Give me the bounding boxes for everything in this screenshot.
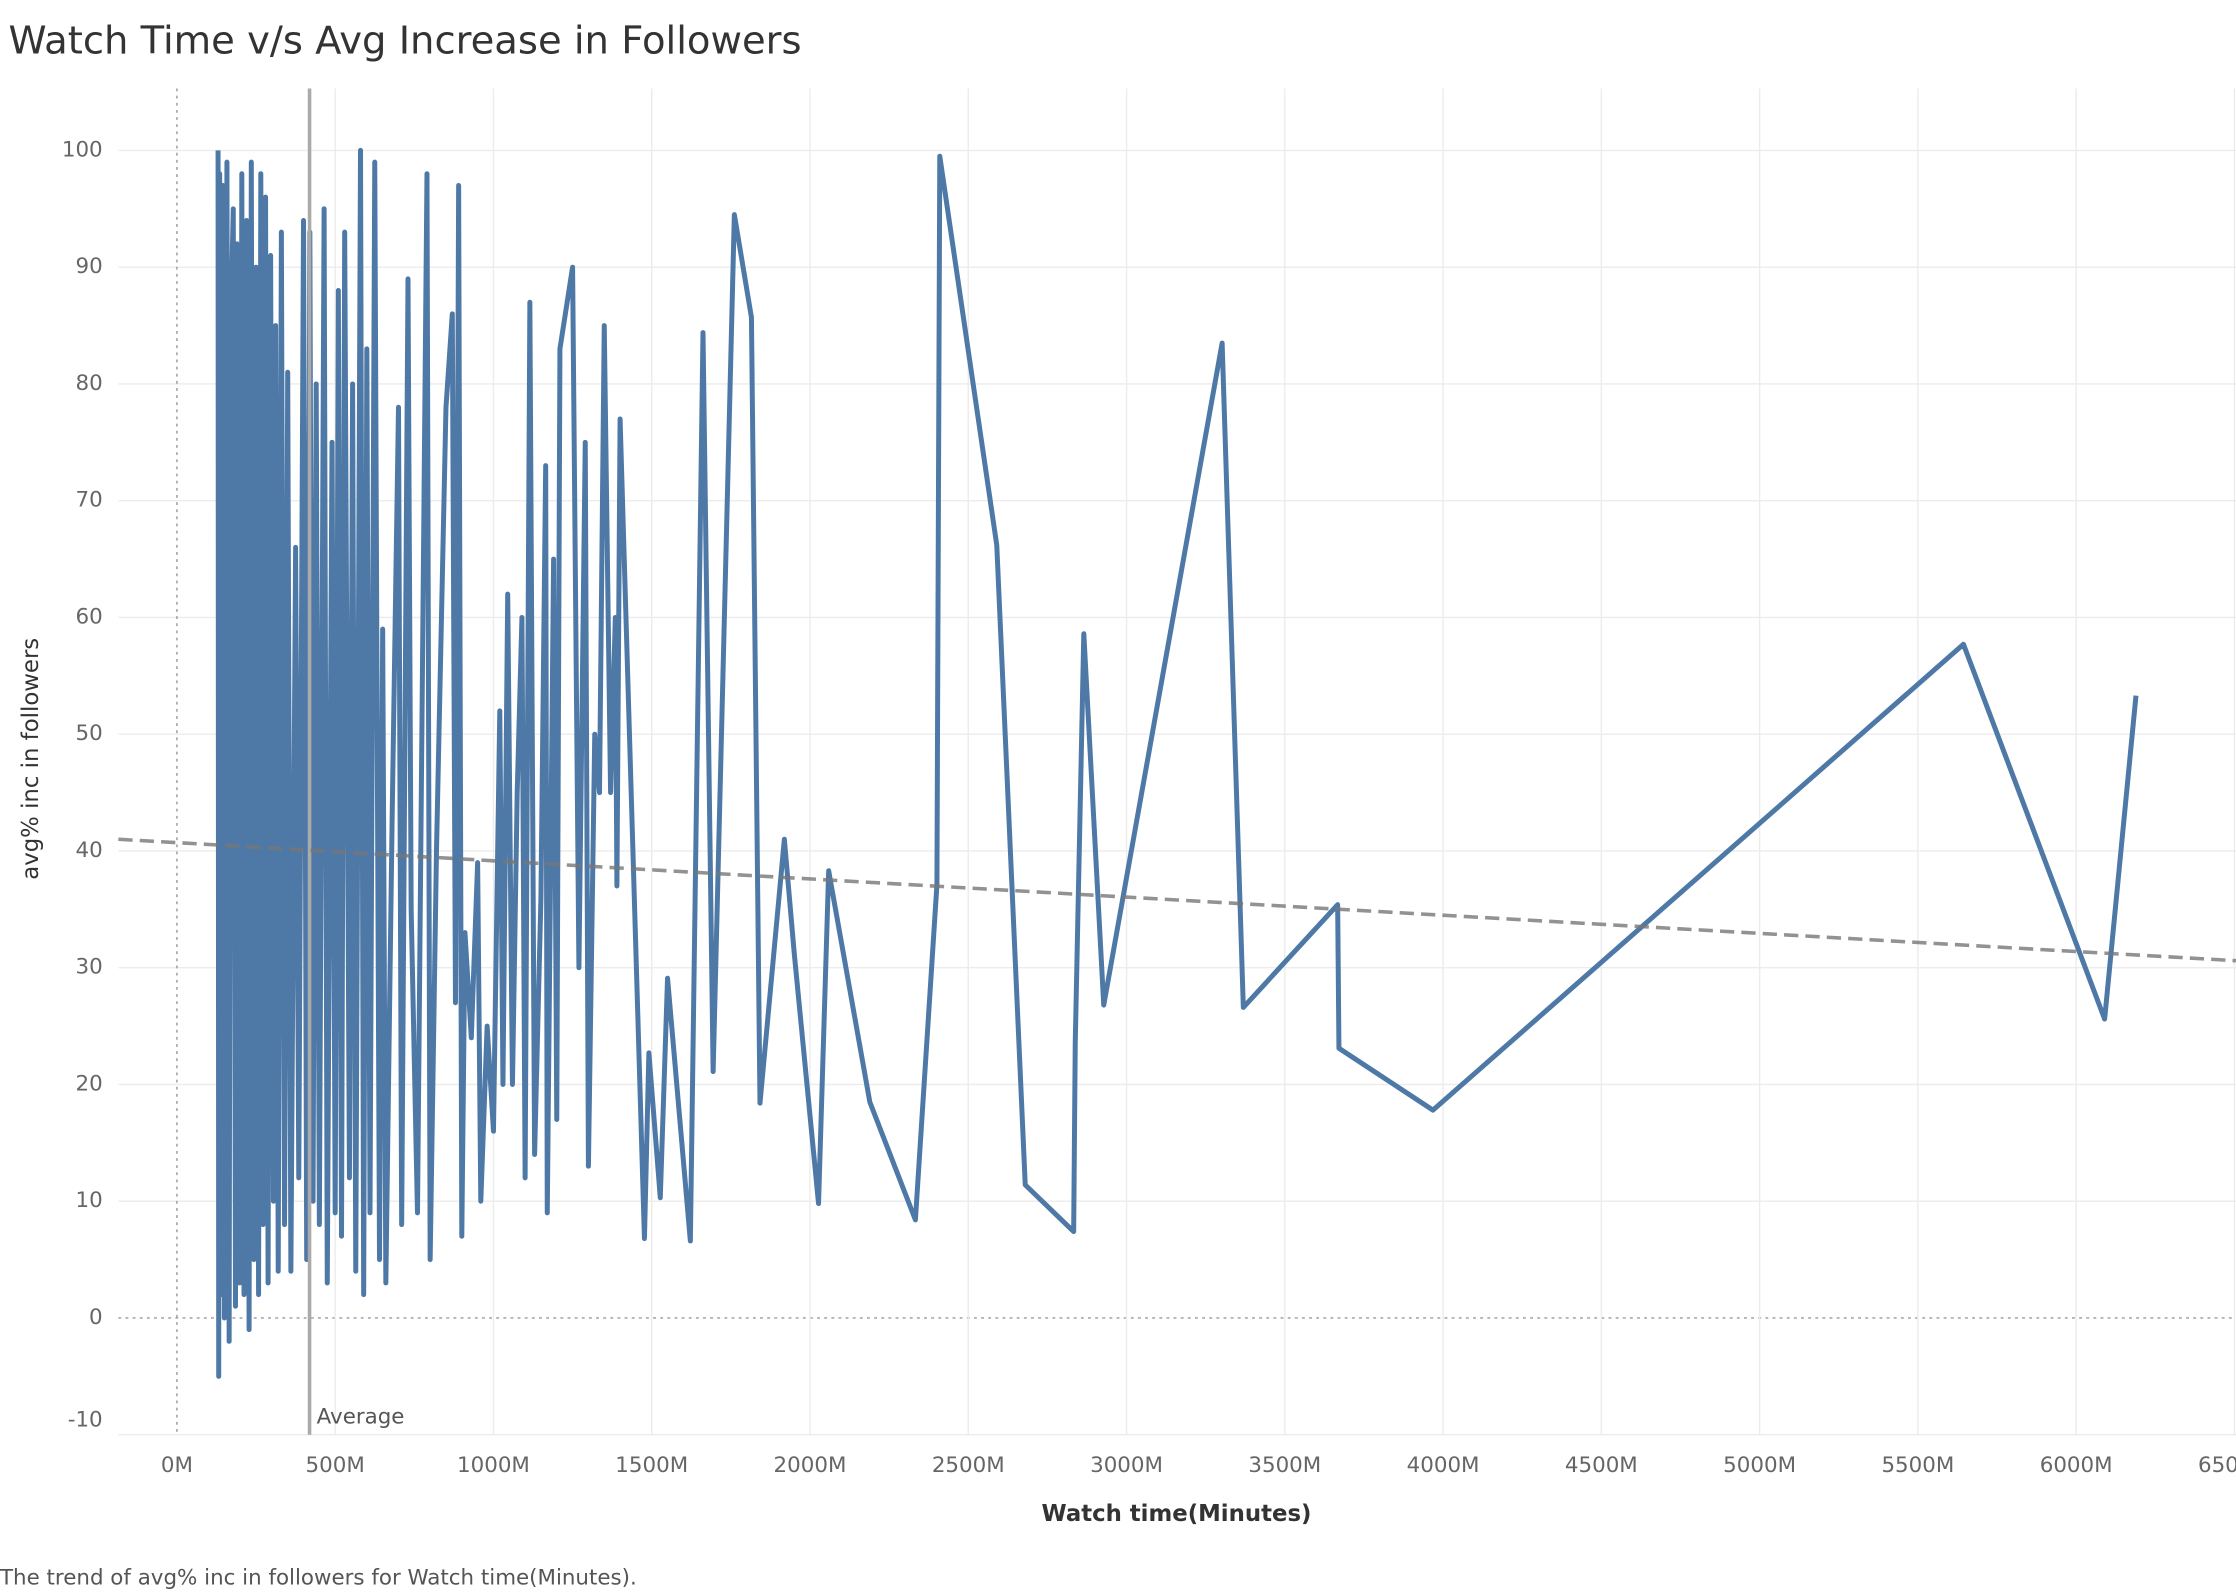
x-tick-label: 4500M (1565, 1453, 1638, 1478)
x-tick-label: 2000M (774, 1453, 847, 1478)
x-tick-label: 5500M (1881, 1453, 1954, 1478)
x-tick-label: 0M (161, 1453, 193, 1478)
x-axis-title: Watch time(Minutes) (1041, 1501, 1311, 1527)
average-label: Average (317, 1405, 405, 1430)
y-tick-label: -10 (68, 1407, 103, 1432)
y-tick-label: 20 (75, 1071, 102, 1096)
trend-line (118, 837, 2236, 963)
y-tick-label: 40 (75, 838, 102, 863)
y-tick-label: 70 (75, 488, 102, 513)
data-line (215, 147, 2139, 1379)
x-tick-label: 1500M (615, 1453, 688, 1478)
x-tick-label: 4000M (1407, 1453, 1480, 1478)
x-tick-label: 3000M (1090, 1453, 1163, 1478)
x-tick-label: 6000M (2040, 1453, 2113, 1478)
y-tick-label: 80 (75, 371, 102, 396)
x-tick-label: 1000M (457, 1453, 530, 1478)
x-tick-label: 2500M (932, 1453, 1005, 1478)
x-tick-label: 500M (306, 1453, 365, 1478)
y-tick-label: 50 (75, 721, 102, 746)
y-tick-label: 30 (75, 955, 102, 980)
x-tick-label: 5000M (1723, 1453, 1796, 1478)
y-tick-label: 0 (89, 1305, 103, 1330)
y-tick-label: 10 (75, 1188, 102, 1213)
x-tick-label: 6500M (2198, 1453, 2236, 1478)
y-axis-title: avg% inc in followers (18, 638, 44, 880)
y-tick-label: 60 (75, 604, 102, 629)
x-tick-label: 3500M (1248, 1453, 1321, 1478)
y-tick-label: 90 (75, 254, 102, 279)
chart-title: Watch Time v/s Avg Increase in Followers (9, 18, 802, 63)
y-tick-label: 100 (62, 137, 103, 162)
caption: The trend of avg% inc in followers for W… (0, 1566, 637, 1591)
